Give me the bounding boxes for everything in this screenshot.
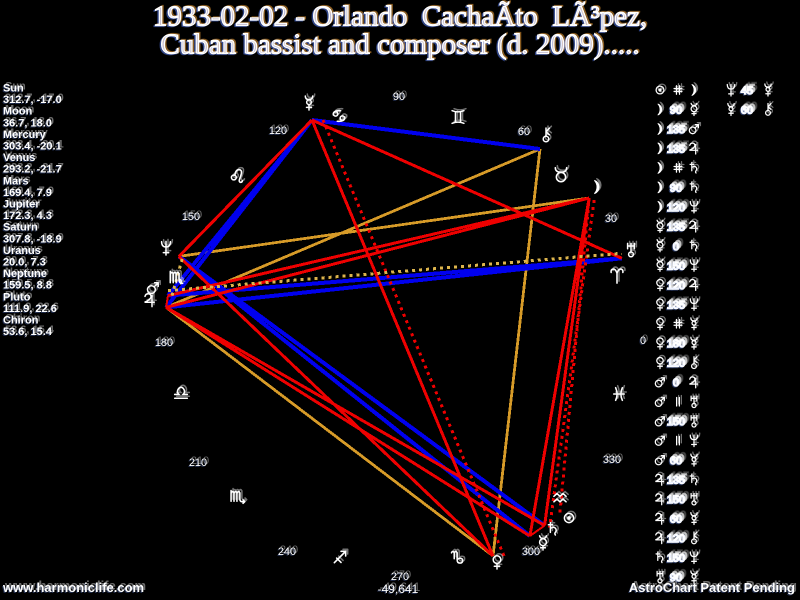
- svg-text:169.4, 7.9: 169.4, 7.9: [3, 187, 52, 199]
- svg-text:53.6, 15.4: 53.6, 15.4: [3, 326, 53, 338]
- svg-text:159.5, 8.8: 159.5, 8.8: [3, 280, 52, 292]
- svg-text:270: 270: [391, 571, 409, 583]
- svg-text:Neptune: Neptune: [3, 268, 47, 280]
- svg-text:210: 210: [189, 457, 207, 469]
- svg-text:300: 300: [522, 546, 540, 558]
- svg-text:Jupiter: Jupiter: [3, 199, 40, 211]
- svg-text:307.8, -18.9: 307.8, -18.9: [3, 233, 62, 245]
- svg-text:Moon: Moon: [3, 106, 33, 118]
- svg-text:240: 240: [278, 546, 296, 558]
- svg-text:Saturn: Saturn: [3, 222, 38, 234]
- svg-text:293.2, -21.7: 293.2, -21.7: [3, 164, 62, 176]
- svg-text:312.7, -17.0: 312.7, -17.0: [3, 94, 62, 106]
- svg-text:303.4, -20.1: 303.4, -20.1: [3, 141, 62, 153]
- svg-text:Cuban bassist and composer (d.: Cuban bassist and composer (d. 2009)....…: [160, 29, 639, 61]
- svg-text:Sun: Sun: [3, 83, 24, 95]
- svg-text:Mercury: Mercury: [3, 129, 47, 141]
- svg-text:Chiron: Chiron: [3, 315, 39, 327]
- svg-text:120: 120: [269, 125, 287, 137]
- svg-text:Mars: Mars: [3, 175, 29, 187]
- svg-text:0: 0: [640, 335, 646, 347]
- svg-text:60: 60: [518, 126, 530, 138]
- svg-text:150: 150: [182, 211, 200, 223]
- svg-text:1933-02-02 - Orlando CachaÃ­t: 1933-02-02 - Orlando CachaÃ­to LÃ³pez,: [153, 1, 647, 33]
- svg-text:90: 90: [393, 91, 405, 103]
- svg-text:Venus: Venus: [3, 152, 35, 164]
- svg-text:Uranus: Uranus: [3, 245, 41, 257]
- svg-text:30: 30: [605, 213, 617, 225]
- svg-text:AstroChart Patent Pending: AstroChart Patent Pending: [629, 580, 795, 595]
- svg-text:330: 330: [603, 454, 621, 466]
- svg-text:www.harmoniclife.com: www.harmoniclife.com: [2, 580, 144, 595]
- svg-text:-49,641: -49,641: [378, 582, 419, 596]
- svg-text:180: 180: [155, 337, 173, 349]
- svg-text:172.3, 4.3: 172.3, 4.3: [3, 210, 52, 222]
- svg-text:36.7, 18.0: 36.7, 18.0: [3, 117, 52, 129]
- svg-text:20.0, 7.3: 20.0, 7.3: [3, 257, 46, 269]
- svg-text:111.9, 22.6: 111.9, 22.6: [3, 303, 57, 315]
- svg-text:Pluto: Pluto: [3, 291, 31, 303]
